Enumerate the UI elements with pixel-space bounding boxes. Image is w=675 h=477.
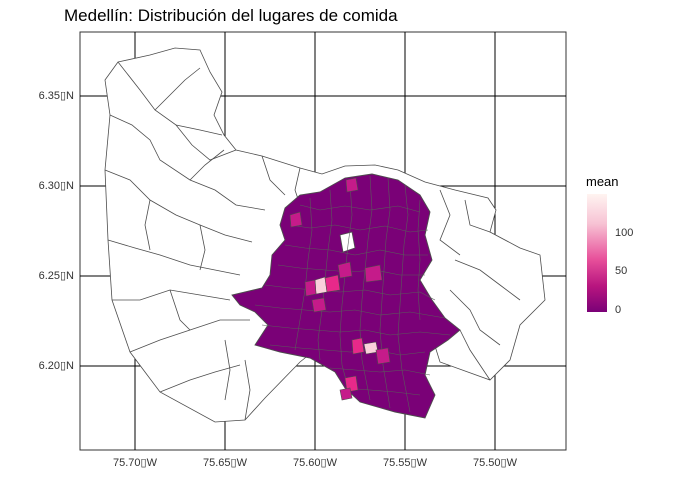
y-tick-label: 6.20▯N: [38, 360, 74, 372]
legend-colorbar: [587, 194, 607, 312]
legend-title: mean: [586, 174, 619, 189]
map-title: Medellín: Distribución del lugares de co…: [64, 6, 398, 25]
neighborhood-boundaries: [254, 175, 451, 413]
legend-tick-label: 50: [615, 265, 628, 277]
urban-gap: [339, 231, 356, 253]
legend-tick-label: 0: [615, 304, 622, 316]
x-tick-label: 75.55▯W: [383, 457, 427, 469]
y-tick-label: 6.35▯N: [38, 90, 74, 102]
y-tick-label: 6.25▯N: [38, 270, 74, 282]
urban-area: [231, 173, 461, 419]
x-tick-label: 75.50▯W: [473, 457, 517, 469]
x-tick-label: 75.65▯W: [203, 457, 247, 469]
x-tick-label: 75.60▯W: [293, 457, 337, 469]
rural-boundaries: [104, 61, 521, 421]
high-value-areas: [289, 177, 391, 401]
x-tick-label: 75.70▯W: [113, 457, 157, 469]
legend-tick-label: 100: [615, 227, 634, 239]
y-tick-label: 6.30▯N: [38, 180, 74, 192]
